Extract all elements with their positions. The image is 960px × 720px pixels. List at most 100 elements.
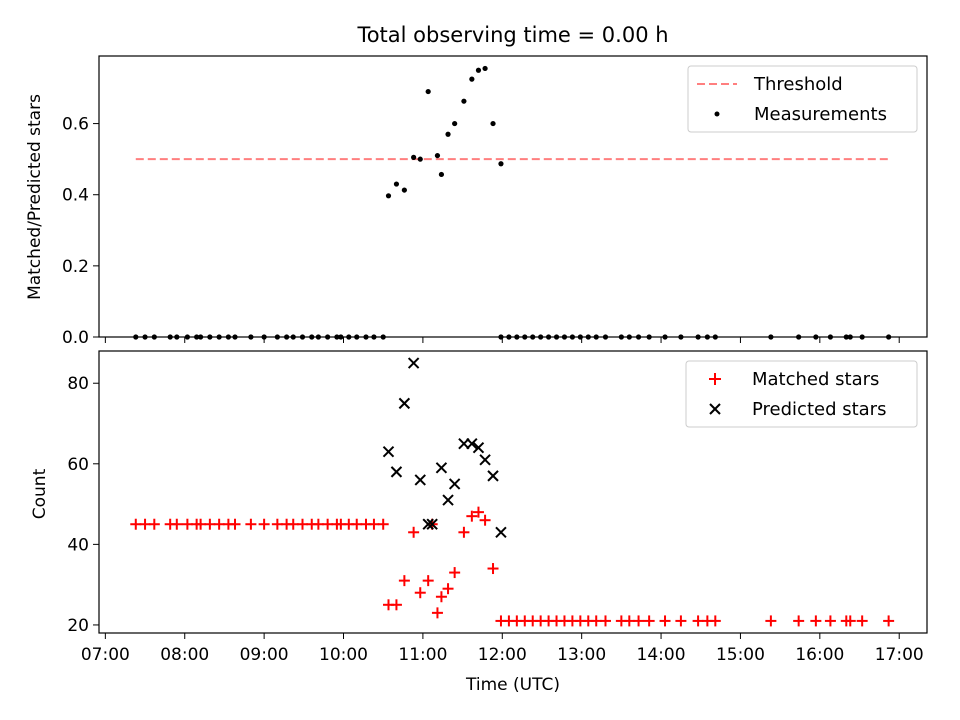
matched-star-point: [258, 518, 270, 530]
axes-frame: [98, 350, 928, 634]
measurement-point: [299, 334, 306, 340]
count-ticks: 20 40 60 80 07:00 08:00 09:00 10:00 11:00 12:00 13…: [67, 374, 923, 665]
measurement-point: [133, 334, 139, 340]
threshold-legend-label: Threshold: [753, 74, 843, 95]
measurement-point: [216, 334, 222, 340]
measurement-point: [843, 334, 849, 340]
matched-star-point: [675, 615, 687, 627]
predicted-star-point: [487, 470, 499, 482]
x-tick-label: 17:00: [875, 645, 924, 665]
matched-star-point: [472, 506, 484, 518]
measurement-point: [274, 334, 280, 340]
x-tick-label: 09:00: [240, 645, 289, 665]
measurement-point: [569, 334, 576, 340]
measurement-point: [585, 334, 591, 340]
measurement-point: [626, 334, 632, 340]
measurement-point: [425, 88, 431, 95]
measurement-point: [232, 334, 238, 340]
predicted-star-point: [435, 462, 448, 474]
matched-star-point: [271, 518, 283, 530]
measurement-point: [847, 334, 853, 340]
measurement-point: [522, 334, 528, 340]
measurement-point: [290, 334, 296, 340]
count-axes: Count Time (UTC) 20 40 60 80 07:00 08:00 09:00…: [30, 350, 928, 695]
predicted-star-point: [472, 441, 485, 454]
x-tick-label: 07:00: [81, 645, 130, 665]
matched-star-point: [844, 615, 856, 627]
count-ylabel: Count: [30, 468, 50, 519]
measurements-legend-swatch: [714, 111, 720, 117]
measurement-point: [434, 152, 441, 159]
count-legend: Matched stars Predicted stars: [685, 360, 918, 428]
measurement-point: [309, 334, 315, 340]
measurement-point: [859, 334, 865, 340]
measurement-point: [796, 334, 802, 340]
predicted-star-point: [407, 357, 420, 369]
measurement-point: [346, 334, 352, 340]
matched-star-point: [139, 518, 151, 530]
matched-star-point: [599, 615, 611, 627]
measurement-point: [618, 334, 624, 340]
x-tick-label: 08:00: [160, 645, 209, 665]
matched-star-point: [709, 615, 721, 627]
matched-star-point: [435, 591, 447, 603]
matched-star-point: [322, 518, 334, 530]
matched-star-point: [623, 615, 635, 627]
measurement-point: [602, 334, 609, 340]
ratio-axes: Matched/Predicted stars 0.0 0.2 0.4 0.6 Thr…: [25, 55, 928, 348]
y-tick-label: 0.2: [62, 257, 89, 277]
measurement-point: [184, 334, 190, 340]
measurement-point: [538, 334, 544, 340]
measurement-point: [593, 334, 599, 340]
measurement-point: [712, 334, 718, 340]
matched-star-point: [692, 615, 704, 627]
matched-star-point: [414, 587, 426, 599]
x-tick-label: 11:00: [398, 645, 447, 665]
measurement-point: [334, 334, 340, 340]
axes-frame: [98, 55, 928, 338]
matched-star-point: [368, 518, 380, 530]
predicted-star-point: [479, 454, 491, 466]
y-tick-label: 60: [67, 455, 89, 475]
measurement-point: [393, 181, 400, 187]
measurement-point: [338, 334, 344, 340]
matched-star-point: [408, 526, 420, 538]
measurement-point: [363, 334, 369, 340]
measurement-point: [886, 334, 892, 340]
matched-star-point: [351, 518, 363, 530]
ratio-ylabel: Matched/Predicted stars: [25, 94, 45, 300]
matched-star-point: [229, 518, 241, 530]
count-plot-area: [98, 350, 928, 634]
predicted-star-point: [426, 518, 438, 530]
measurement-point: [678, 334, 684, 340]
measurement-point: [194, 334, 200, 340]
predicted-legend-label: Predicted stars: [752, 399, 886, 420]
matched-star-point: [479, 514, 491, 526]
measurement-point: [461, 98, 467, 104]
measurement-point: [646, 334, 652, 340]
measurement-point: [315, 334, 321, 340]
matched-star-point: [449, 567, 461, 579]
measurement-point: [813, 334, 819, 340]
matched-star-point: [213, 518, 225, 530]
measurement-point: [354, 334, 360, 340]
matched-star-point: [377, 518, 389, 530]
measurement-point: [704, 334, 710, 340]
matched-star-point: [312, 518, 324, 530]
predicted-legend-swatch: [709, 403, 721, 415]
measurement-point: [401, 187, 407, 193]
measurement-point: [438, 171, 445, 178]
ratio-plot-area: [98, 55, 928, 340]
measurement-point: [225, 334, 231, 340]
measurement-point: [198, 334, 204, 340]
matched-star-point: [296, 518, 308, 530]
matched-star-point: [856, 615, 868, 627]
measurements-legend-label: Measurements: [754, 104, 887, 125]
measurement-point: [768, 334, 774, 340]
matched-star-point: [130, 518, 142, 530]
matched-star-point: [181, 518, 193, 530]
measurement-point: [411, 154, 417, 160]
x-tick-label: 13:00: [557, 645, 606, 665]
matched-star-point: [643, 615, 655, 627]
